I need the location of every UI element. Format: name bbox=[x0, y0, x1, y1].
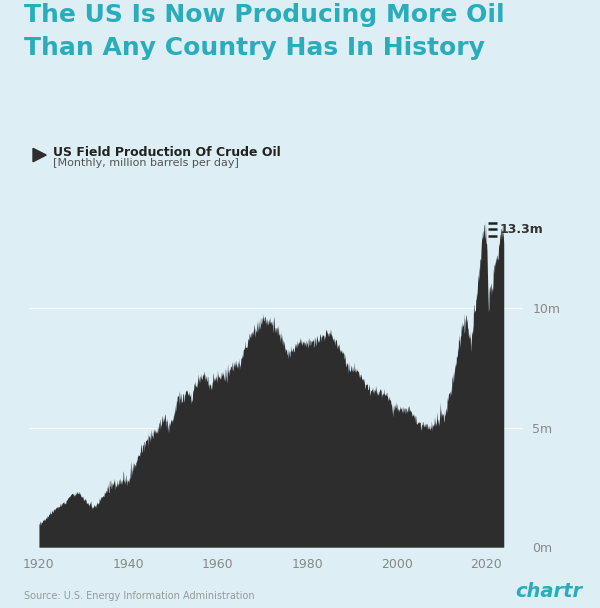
Text: The US Is Now Producing More Oil: The US Is Now Producing More Oil bbox=[24, 3, 505, 27]
Text: [Monthly, million barrels per day]: [Monthly, million barrels per day] bbox=[53, 158, 239, 168]
Text: 13.3m: 13.3m bbox=[500, 223, 544, 236]
Text: Than Any Country Has In History: Than Any Country Has In History bbox=[24, 36, 485, 60]
Text: US Field Production Of Crude Oil: US Field Production Of Crude Oil bbox=[53, 145, 281, 159]
Text: chartr: chartr bbox=[515, 582, 582, 601]
Text: Source: U.S. Energy Information Administration: Source: U.S. Energy Information Administ… bbox=[24, 591, 254, 601]
